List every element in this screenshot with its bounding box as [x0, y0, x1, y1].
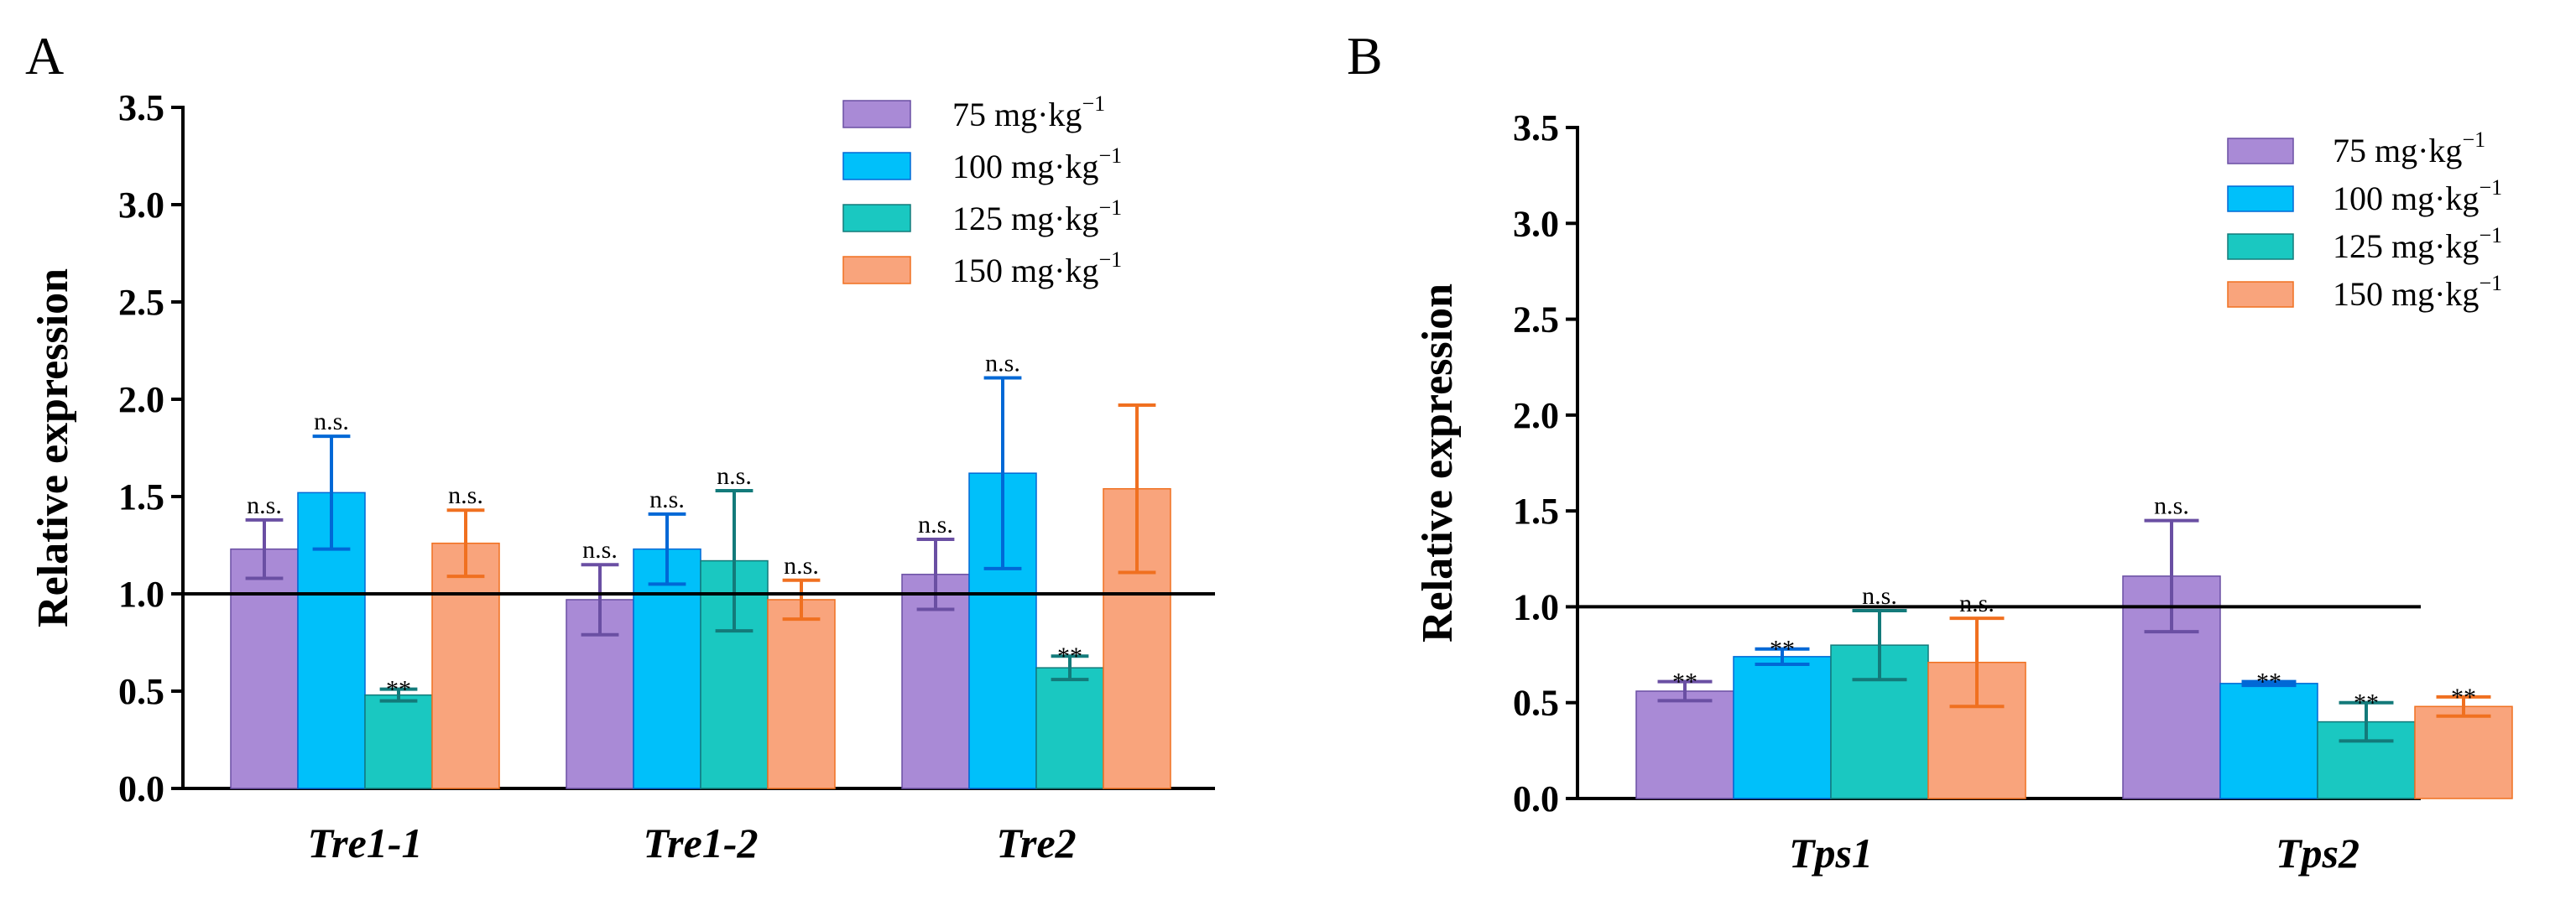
bar [1635, 690, 1734, 799]
y-tick-label: 1.5 [118, 476, 164, 518]
significance-label: n.s. [448, 481, 483, 509]
legend-label-text: 150 mg·kg [952, 252, 1098, 289]
bar [364, 694, 433, 789]
legend-label: 125 mg·kg−1 [2333, 223, 2502, 265]
legend-label: 150 mg·kg−1 [2333, 271, 2502, 313]
significance-label: n.s. [247, 492, 282, 519]
legend-swatch [842, 256, 911, 284]
category-label: Tps2 [2276, 830, 2360, 877]
y-tick-label: 2.5 [1513, 299, 1559, 341]
legend-label-superscript: −1 [1098, 195, 1122, 220]
significance-label: n.s. [2154, 492, 2189, 520]
legend-label-text: 125 mg·kg [952, 200, 1098, 237]
significance-label: n.s. [784, 552, 819, 580]
category-label: Tre1-2 [644, 819, 759, 866]
legend-label: 125 mg·kg−1 [952, 195, 1122, 237]
y-tick-label: 2.0 [1513, 395, 1559, 436]
significance-label: ** [1057, 642, 1082, 670]
legend-label-superscript: −1 [1082, 91, 1105, 116]
y-tick-label: 3.5 [1513, 107, 1559, 148]
bar [431, 542, 500, 789]
panel-a-chart: A 0.0 0.5 1.0 1.5 2.0 2.5 3.0 3.5 Relative expres… [25, 26, 1215, 866]
significance-label: n.s. [1959, 590, 1995, 617]
legend-swatch [2227, 233, 2294, 260]
significance-label: ** [1770, 636, 1795, 663]
legend-label-text: 125 mg·kg [2333, 227, 2479, 265]
legend-label: 100 mg·kg−1 [2333, 175, 2502, 217]
bar [767, 599, 836, 789]
significance-label: n.s. [985, 349, 1020, 377]
y-axis-title: Relative expression [29, 268, 77, 627]
significance-label: ** [2354, 689, 2379, 717]
legend-label-superscript: −1 [2462, 127, 2485, 152]
y-tick-label: 2.0 [118, 379, 164, 420]
y-axis-title: Relative expression [1414, 284, 1462, 642]
legend-label-superscript: −1 [1098, 247, 1122, 272]
y-tick-label: 1.5 [1513, 491, 1559, 532]
legend-label-text: 150 mg·kg [2333, 275, 2479, 313]
legend-label-superscript: −1 [2479, 271, 2502, 295]
legend-label-text: 75 mg·kg [2333, 132, 2462, 169]
significance-label: ** [386, 676, 411, 704]
bar [1035, 667, 1104, 789]
y-tick-label: 1.0 [1513, 586, 1559, 627]
bar [633, 548, 701, 789]
legend-label: 150 mg·kg−1 [952, 247, 1122, 289]
legend-label-superscript: −1 [1098, 143, 1122, 168]
y-tick-label: 0.5 [118, 671, 164, 712]
legend-swatch [842, 204, 911, 232]
legend-swatch [842, 152, 911, 180]
legend-label-text: 100 mg·kg [2333, 179, 2479, 217]
y-tick-label: 1.0 [118, 574, 164, 615]
significance-label: n.s. [918, 511, 953, 538]
legend-swatch [2227, 185, 2294, 212]
significance-label: ** [2256, 668, 2281, 696]
legend-label: 75 mg·kg−1 [2333, 127, 2485, 169]
category-label: Tps1 [1789, 830, 1873, 877]
legend-label: 100 mg·kg−1 [952, 143, 1122, 185]
legend-label-superscript: −1 [2479, 175, 2502, 200]
bar [2219, 683, 2318, 799]
legend-label: 75 mg·kg−1 [952, 91, 1105, 133]
category-label: Tre1-1 [308, 819, 423, 866]
bar [2414, 705, 2513, 799]
y-tick-label: 3.0 [1513, 203, 1559, 244]
y-tick-label: 2.5 [118, 282, 164, 323]
y-tick-label: 0.0 [118, 768, 164, 809]
y-tick-label: 3.5 [118, 87, 164, 128]
panel-b-chart: B 0.0 0.5 1.0 1.5 2.0 2.5 3.0 3.5 Relative expres… [1347, 26, 2513, 877]
bar [230, 548, 299, 789]
significance-label: n.s. [649, 486, 685, 513]
significance-label: n.s. [717, 462, 752, 490]
legend-label-text: 75 mg·kg [952, 96, 1082, 133]
legend-label-superscript: −1 [2479, 223, 2502, 247]
legend-swatch [2227, 281, 2294, 308]
significance-label: n.s. [314, 408, 349, 435]
y-tick-label: 0.5 [1513, 683, 1559, 724]
bar [1733, 656, 1832, 799]
legend-swatch [842, 100, 911, 128]
category-label: Tre2 [996, 819, 1076, 866]
legend-swatch [2227, 138, 2294, 164]
legend-label-text: 100 mg·kg [952, 148, 1098, 185]
y-tick-label: 0.0 [1513, 778, 1559, 819]
panel-letter: A [25, 26, 64, 86]
significance-label: ** [2451, 684, 2476, 711]
significance-label: ** [1672, 668, 1697, 696]
y-tick-label: 3.0 [118, 185, 164, 226]
panel-letter: B [1347, 26, 1383, 86]
significance-label: n.s. [582, 536, 618, 564]
